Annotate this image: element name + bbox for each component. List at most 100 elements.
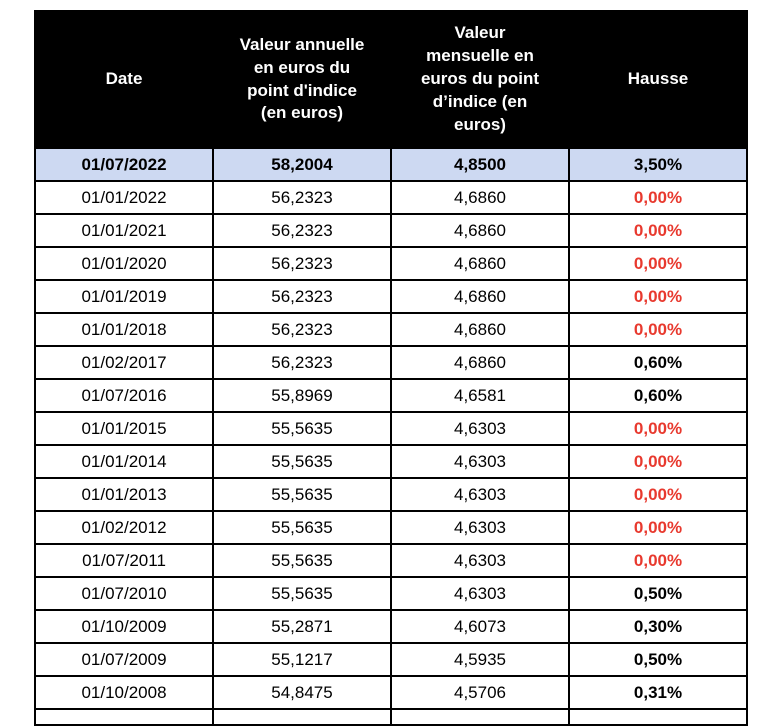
- cell-date: 01/07/2016: [34, 378, 214, 413]
- cell-valeur-mensuelle: 4,6860: [390, 345, 570, 380]
- cell-valeur-annuelle: 58,2004: [212, 147, 392, 182]
- cell-hausse: 0,00%: [568, 444, 748, 479]
- table-row: 01/01/2021 56,2323 4,6860 0,00%: [34, 213, 748, 248]
- cell-valeur-annuelle: 55,5635: [212, 543, 392, 578]
- cell-hausse: 0,60%: [568, 345, 748, 380]
- cell-valeur-annuelle: 55,1217: [212, 642, 392, 677]
- cell-valeur-mensuelle: 4,6860: [390, 246, 570, 281]
- table-footer: [34, 708, 748, 726]
- point-indice-table-container: Date Valeur annuelle en euros du point d…: [34, 10, 748, 726]
- cell-date: 01/02/2017: [34, 345, 214, 380]
- cell-hausse: 0,00%: [568, 246, 748, 281]
- cell-valeur-mensuelle: 4,6860: [390, 213, 570, 248]
- cell-hausse: 0,00%: [568, 543, 748, 578]
- cell-valeur-mensuelle: 4,6860: [390, 312, 570, 347]
- table-row: 01/01/2015 55,5635 4,6303 0,00%: [34, 411, 748, 446]
- cell-valeur-mensuelle: 4,6581: [390, 378, 570, 413]
- table-row: 01/10/2009 55,2871 4,6073 0,30%: [34, 609, 748, 644]
- cell-valeur-mensuelle: 4,8500: [390, 147, 570, 182]
- cell-date: 01/01/2019: [34, 279, 214, 314]
- cell-valeur-mensuelle: 4,6303: [390, 477, 570, 512]
- col-header-date: Date: [34, 10, 214, 149]
- cell-valeur-annuelle: 55,5635: [212, 411, 392, 446]
- cell-date: 01/01/2015: [34, 411, 214, 446]
- cell-valeur-mensuelle: 4,6860: [390, 180, 570, 215]
- cell-valeur-mensuelle: 4,5706: [390, 675, 570, 710]
- col-header-valeur-mensuelle: Valeur mensuelle en euros du point d’ind…: [390, 10, 570, 149]
- cell-valeur-annuelle: 56,2323: [212, 345, 392, 380]
- cell-valeur-mensuelle: 4,6303: [390, 543, 570, 578]
- cell-hausse: 0,50%: [568, 576, 748, 611]
- cell-valeur-mensuelle: 4,6303: [390, 411, 570, 446]
- table-row: 01/01/2019 56,2323 4,6860 0,00%: [34, 279, 748, 314]
- cell-valeur-annuelle: 54,8475: [212, 675, 392, 710]
- cell-date: 01/07/2022: [34, 147, 214, 182]
- cell-date: 01/01/2021: [34, 213, 214, 248]
- table-row: 01/07/2022 58,2004 4,8500 3,50%: [34, 147, 748, 182]
- table-row: 01/02/2012 55,5635 4,6303 0,00%: [34, 510, 748, 545]
- cell-date: 01/10/2008: [34, 675, 214, 710]
- cell-hausse: 0,00%: [568, 180, 748, 215]
- cell-date: 01/02/2012: [34, 510, 214, 545]
- point-indice-table: Date Valeur annuelle en euros du point d…: [34, 10, 748, 726]
- cell-date: 01/10/2009: [34, 609, 214, 644]
- table-row: 01/07/2016 55,8969 4,6581 0,60%: [34, 378, 748, 413]
- partial-cell-date: [34, 708, 214, 726]
- table-header: Date Valeur annuelle en euros du point d…: [34, 10, 748, 149]
- cell-hausse: 0,00%: [568, 477, 748, 512]
- cell-valeur-mensuelle: 4,6860: [390, 279, 570, 314]
- cell-date: 01/01/2020: [34, 246, 214, 281]
- cell-date: 01/01/2013: [34, 477, 214, 512]
- cell-valeur-annuelle: 56,2323: [212, 279, 392, 314]
- cell-hausse: 0,50%: [568, 642, 748, 677]
- cell-valeur-annuelle: 55,5635: [212, 444, 392, 479]
- cell-valeur-annuelle: 56,2323: [212, 213, 392, 248]
- table-row: 01/01/2022 56,2323 4,6860 0,00%: [34, 180, 748, 215]
- table-row: 01/01/2014 55,5635 4,6303 0,00%: [34, 444, 748, 479]
- table-row: 01/07/2011 55,5635 4,6303 0,00%: [34, 543, 748, 578]
- partial-cell-valeur-mensuelle: [390, 708, 570, 726]
- table-row: 01/07/2010 55,5635 4,6303 0,50%: [34, 576, 748, 611]
- cell-date: 01/07/2010: [34, 576, 214, 611]
- cell-date: 01/07/2011: [34, 543, 214, 578]
- table-row: 01/10/2008 54,8475 4,5706 0,31%: [34, 675, 748, 710]
- cell-valeur-annuelle: 55,5635: [212, 510, 392, 545]
- partial-cell-valeur-annuelle: [212, 708, 392, 726]
- cell-hausse: 0,00%: [568, 312, 748, 347]
- header-row: Date Valeur annuelle en euros du point d…: [34, 10, 748, 149]
- cell-hausse: 0,00%: [568, 279, 748, 314]
- cell-valeur-mensuelle: 4,6303: [390, 576, 570, 611]
- col-header-hausse: Hausse: [568, 10, 748, 149]
- cell-date: 01/07/2009: [34, 642, 214, 677]
- col-header-valeur-annuelle: Valeur annuelle en euros du point d'indi…: [212, 10, 392, 149]
- cell-date: 01/01/2018: [34, 312, 214, 347]
- cell-valeur-annuelle: 55,5635: [212, 576, 392, 611]
- partial-row: [34, 708, 748, 726]
- table-row: 01/01/2013 55,5635 4,6303 0,00%: [34, 477, 748, 512]
- cell-valeur-mensuelle: 4,6073: [390, 609, 570, 644]
- cell-date: 01/01/2022: [34, 180, 214, 215]
- partial-cell-hausse: [568, 708, 748, 726]
- cell-hausse: 3,50%: [568, 147, 748, 182]
- table-body: 01/07/2022 58,2004 4,8500 3,50% 01/01/20…: [34, 147, 748, 710]
- cell-valeur-annuelle: 55,2871: [212, 609, 392, 644]
- cell-valeur-annuelle: 56,2323: [212, 246, 392, 281]
- cell-valeur-mensuelle: 4,6303: [390, 510, 570, 545]
- cell-hausse: 0,00%: [568, 213, 748, 248]
- table-row: 01/07/2009 55,1217 4,5935 0,50%: [34, 642, 748, 677]
- cell-valeur-mensuelle: 4,5935: [390, 642, 570, 677]
- table-row: 01/01/2020 56,2323 4,6860 0,00%: [34, 246, 748, 281]
- cell-hausse: 0,00%: [568, 411, 748, 446]
- cell-valeur-annuelle: 55,5635: [212, 477, 392, 512]
- cell-valeur-annuelle: 56,2323: [212, 180, 392, 215]
- table-row: 01/01/2018 56,2323 4,6860 0,00%: [34, 312, 748, 347]
- cell-valeur-annuelle: 56,2323: [212, 312, 392, 347]
- cell-valeur-annuelle: 55,8969: [212, 378, 392, 413]
- cell-valeur-mensuelle: 4,6303: [390, 444, 570, 479]
- cell-hausse: 0,30%: [568, 609, 748, 644]
- cell-hausse: 0,60%: [568, 378, 748, 413]
- table-row: 01/02/2017 56,2323 4,6860 0,60%: [34, 345, 748, 380]
- cell-date: 01/01/2014: [34, 444, 214, 479]
- cell-hausse: 0,31%: [568, 675, 748, 710]
